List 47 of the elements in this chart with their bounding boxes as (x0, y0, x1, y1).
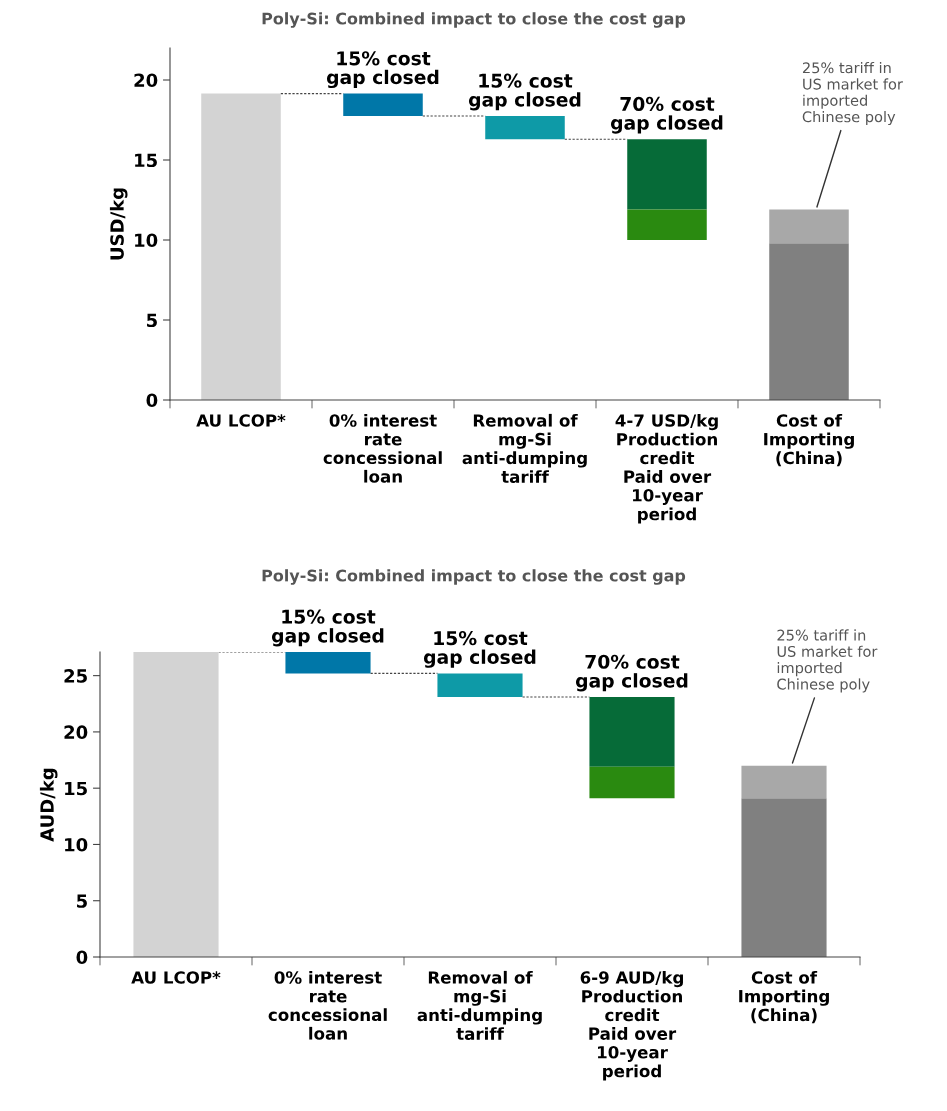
x-tick-label: Removal of mg-Si anti-dumping tariff (417, 970, 542, 1041)
chart-title: Poly-Si: Combined impact to close the cost gap (262, 12, 686, 28)
x-tick-label: 4-7 USD/kg Production credit Paid over 10-year period (615, 413, 718, 524)
bar (769, 209, 849, 244)
bar (437, 673, 523, 698)
annotation: 15% cost gap closed (468, 73, 581, 111)
bar (133, 652, 219, 957)
y-tick-label: 20 (134, 73, 158, 88)
bar (741, 765, 827, 799)
bar (485, 116, 565, 140)
bar (343, 93, 423, 116)
bar (627, 139, 707, 210)
y-tick-label: 5 (77, 894, 87, 908)
annotation: 70% cost gap closed (575, 654, 688, 692)
y-tick-label: 0 (146, 393, 158, 408)
bar (769, 243, 849, 400)
annotation: 15% cost gap closed (326, 51, 439, 89)
x-tick-label: Cost of Importing (China) (739, 970, 829, 1024)
y-tick-label: 15 (135, 153, 157, 168)
x-tick-label: AU LCOP* (196, 414, 286, 427)
x-tick-label: Cost of Importing (China) (764, 413, 854, 467)
y-tick-label: 25 (64, 669, 87, 683)
bar (201, 93, 281, 400)
x-tick-label: Removal of mg-Si anti-dumping tariff (462, 413, 587, 484)
x-tick-label: 6-9 AUD/kg Production credit Paid over 10-year period (580, 970, 683, 1081)
annotation: 25% tariff in US market for imported Chinese poly (777, 629, 878, 693)
annotation: 70% cost gap closed (610, 96, 723, 134)
chart-title: Poly-Si: Combined impact to close the cost gap (262, 569, 686, 585)
annotation: 15% cost gap closed (423, 631, 536, 668)
x-tick-label: 0% interest rate concessional loan (323, 413, 442, 483)
x-tick-label: AU LCOP* (131, 971, 221, 984)
x-tick-label: 0% interest rate concessional loan (268, 970, 387, 1040)
y-axis-title: AUD/kg (39, 768, 58, 842)
annotation: 15% cost gap closed (271, 609, 384, 647)
y-tick-label: 15 (65, 781, 87, 796)
bar (285, 652, 371, 674)
bar (589, 697, 675, 767)
y-axis-title: USD/kg (109, 188, 128, 260)
y-tick-label: 5 (147, 313, 157, 328)
bar (589, 766, 675, 799)
y-tick-label: 10 (135, 233, 158, 248)
y-tick-label: 0 (76, 950, 88, 965)
annotation: 25% tariff in US market for imported Chinese poly (802, 62, 903, 126)
bar (741, 798, 827, 957)
bar (627, 209, 707, 240)
y-tick-label: 10 (65, 837, 88, 852)
y-tick-label: 20 (64, 725, 88, 740)
